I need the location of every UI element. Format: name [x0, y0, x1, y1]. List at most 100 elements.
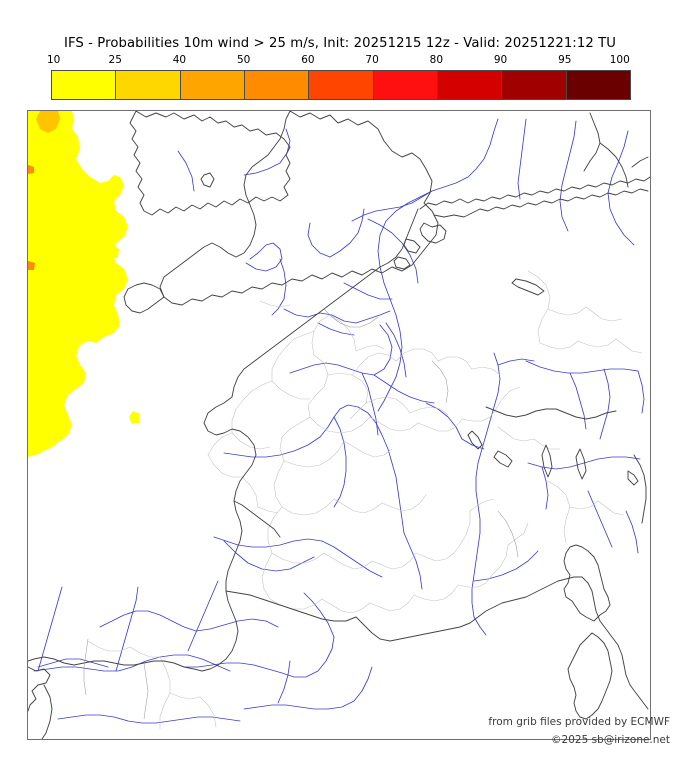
admin-boundaries-layer [87, 270, 643, 730]
admin-fr-1 [307, 354, 329, 426]
prob-region-orange [36, 111, 60, 133]
colorbar-strip [51, 70, 631, 100]
admin-fr-10 [381, 494, 427, 512]
river-elbe [607, 130, 635, 246]
admin-fr-25 [365, 396, 411, 414]
coast-adriatic [633, 454, 647, 524]
colorbar-tick-25: 25 [108, 54, 122, 66]
lake-neuchatel [467, 430, 483, 450]
coast-galicia [28, 666, 51, 712]
admin-fr-41 [207, 454, 243, 478]
river-spain-n5 [115, 586, 139, 672]
colorbar-tick-80: 80 [429, 54, 444, 66]
colorbar-segment-6 [437, 71, 503, 99]
prob-dot-orange-1 [28, 165, 34, 174]
admin-fr-30 [471, 366, 501, 376]
admin-fr-39 [231, 432, 271, 450]
coast-baltic [631, 156, 649, 168]
river-douro [33, 654, 231, 672]
river-dordogne [223, 540, 315, 572]
river-trent [329, 208, 365, 258]
river-danube [525, 360, 639, 374]
river-allier [403, 532, 423, 590]
page-title: IFS - Probabilities 10m wind > 25 m/s, I… [63, 36, 617, 51]
river-meuse-be [385, 322, 407, 378]
river-ebro-2 [303, 592, 335, 638]
river-italy-2 [625, 510, 639, 554]
colorbar-tick-50: 50 [236, 54, 251, 66]
admin-fr-43 [257, 506, 279, 514]
coast-jutland-east [599, 142, 629, 188]
river-cher [333, 416, 347, 508]
colorbar-segment-5 [373, 71, 438, 99]
admin-fr-20 [413, 584, 459, 602]
admin-fr-31 [311, 314, 331, 356]
river-severn [245, 242, 283, 272]
admin-fr-28 [395, 348, 439, 362]
colorbar-tick-40: 40 [172, 54, 187, 66]
admin-fr-37 [243, 380, 273, 400]
border-spain-inner-2 [143, 662, 149, 720]
river-rhine [377, 118, 499, 412]
lake-geneva [493, 450, 513, 468]
colorbar-tick-10: 10 [47, 54, 61, 66]
river-misc-4 [569, 372, 587, 430]
river-somme [317, 322, 355, 336]
admin-fr-48 [469, 498, 495, 512]
map-canvas[interactable] [28, 111, 650, 739]
probability-shading-layer [28, 111, 140, 457]
coast-sardinia [567, 632, 613, 720]
admin-es-4 [169, 692, 201, 700]
admin-fr-38 [231, 398, 245, 434]
admin-fr-21 [457, 574, 493, 588]
admin-fr-6 [343, 440, 393, 458]
admin-uk-1 [259, 300, 291, 308]
map-frame[interactable] [27, 110, 651, 740]
colorbar-tick-95: 95 [558, 54, 572, 66]
admin-fr-15 [415, 544, 461, 562]
border-alps [485, 406, 617, 420]
coast-north-germany [471, 188, 649, 214]
river-spain-n2 [99, 610, 197, 632]
colorbar-tick-90: 90 [493, 54, 508, 66]
data-source-credit: from grib files provided by ECMWF [488, 716, 670, 728]
coast-north-spain [28, 656, 195, 670]
admin-ch-1 [497, 426, 535, 442]
coast-cornwall [123, 282, 165, 314]
river-misc-3 [497, 358, 535, 366]
admin-fr-3 [317, 416, 371, 434]
admin-fr-16 [261, 552, 273, 600]
admin-de-2 [547, 306, 587, 316]
coast-continental-europe [419, 176, 650, 210]
colorbar: 10 25 40 50 60 70 80 90 95 100 [47, 54, 631, 100]
border-pyrenees [225, 590, 357, 622]
admin-it-3 [597, 500, 625, 516]
admin-es-5 [159, 692, 171, 730]
river-misc-6 [637, 370, 645, 414]
coast-denmark [583, 112, 601, 172]
coast-wadden [433, 212, 473, 218]
coast-italy-west [565, 576, 649, 710]
admin-it-4 [563, 506, 571, 544]
admin-fr-5 [283, 440, 345, 468]
admin-fr-14 [371, 552, 417, 570]
colorbar-segment-1 [116, 71, 181, 99]
admin-fr-19 [369, 594, 415, 612]
lake-garda [575, 448, 587, 480]
admin-fr-26 [409, 406, 449, 416]
river-misc-1 [425, 402, 463, 440]
coast-corsica [563, 544, 611, 622]
coast-great-britain [159, 111, 439, 306]
border-portugal [41, 684, 53, 739]
river-spain-n4 [195, 618, 279, 632]
copyright-credit: ©2025 sb@irizone.net [551, 734, 670, 746]
river-ireland-1 [177, 150, 195, 192]
river-thames [283, 308, 391, 324]
coast-brittany [193, 396, 257, 672]
prob-islet-yellow-1 [109, 245, 119, 259]
admin-de-4 [537, 308, 549, 344]
river-scheldt [343, 282, 393, 300]
river-spain-n10 [327, 666, 373, 710]
river-trent-2 [307, 222, 331, 258]
